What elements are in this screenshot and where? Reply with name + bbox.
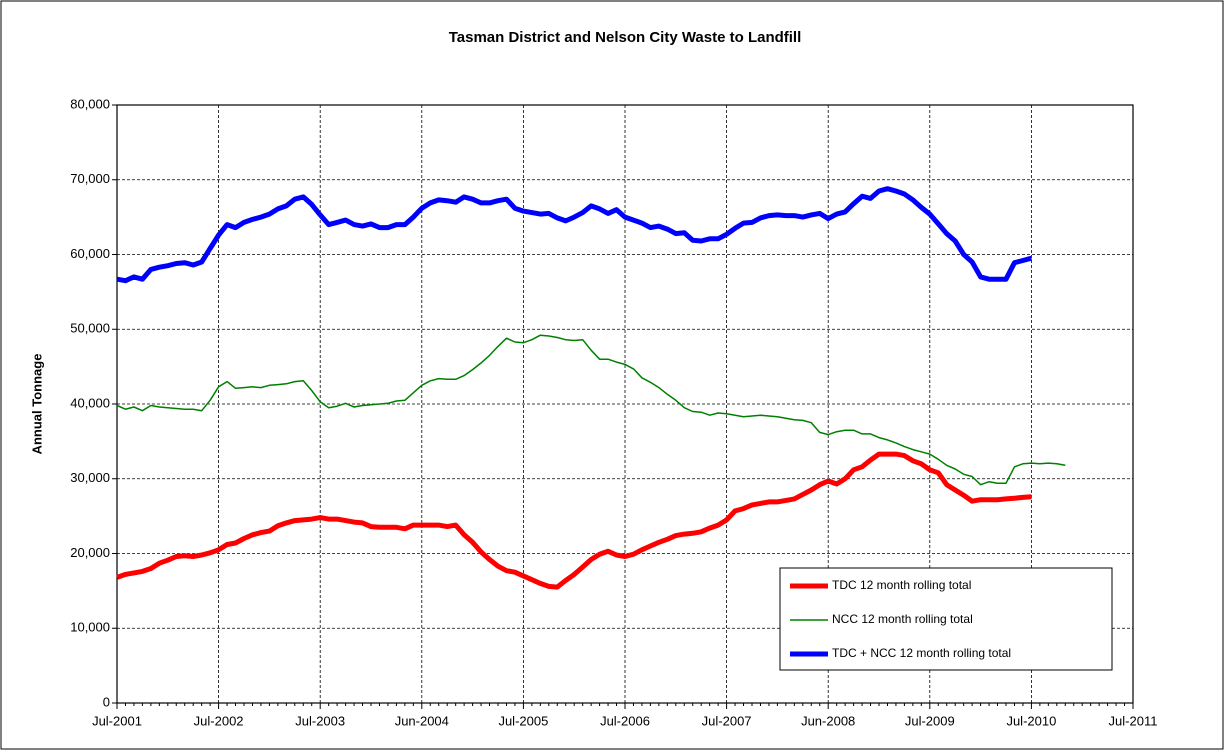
y-tick-label: 70,000 xyxy=(70,171,110,186)
plot-border xyxy=(116,104,1134,704)
x-tick-label: Jul-2001 xyxy=(92,713,142,728)
y-tick-label: 40,000 xyxy=(70,395,110,410)
legend-box xyxy=(779,567,1113,671)
y-tick-label: 20,000 xyxy=(70,545,110,560)
legend-label: NCC 12 month rolling total xyxy=(832,612,973,626)
x-tick-label: Jul-2002 xyxy=(194,713,244,728)
legend-label: TDC 12 month rolling total xyxy=(832,578,971,592)
x-tick-label: Jul-2011 xyxy=(1109,713,1158,728)
y-axis-label: Annual Tonnage xyxy=(29,354,44,455)
y-tick-label: 10,000 xyxy=(70,620,110,635)
y-tick-label: 60,000 xyxy=(70,246,110,261)
series-line xyxy=(116,186,1033,284)
series-line xyxy=(116,451,1032,590)
x-tick-label: Jul-2005 xyxy=(498,713,548,728)
y-tick-label: 80,000 xyxy=(70,96,110,111)
y-tick-label: 0 xyxy=(103,694,110,709)
x-tick-label: Jul-2009 xyxy=(905,713,955,728)
x-tick-label: Jun-2004 xyxy=(395,713,449,728)
x-tick-label: Jul-2007 xyxy=(702,713,752,728)
x-tick-label: Jul-2006 xyxy=(600,713,650,728)
legend-label: TDC + NCC 12 month rolling total xyxy=(832,646,1011,660)
x-tick-label: Jun-2008 xyxy=(801,713,855,728)
chart-title: Tasman District and Nelson City Waste to… xyxy=(449,29,802,46)
x-tick-label: Jul-2003 xyxy=(295,713,345,728)
x-tick-label: Jul-2010 xyxy=(1006,713,1056,728)
y-tick-label: 50,000 xyxy=(70,321,110,336)
series-line xyxy=(116,334,1066,486)
y-tick-label: 30,000 xyxy=(70,470,110,485)
